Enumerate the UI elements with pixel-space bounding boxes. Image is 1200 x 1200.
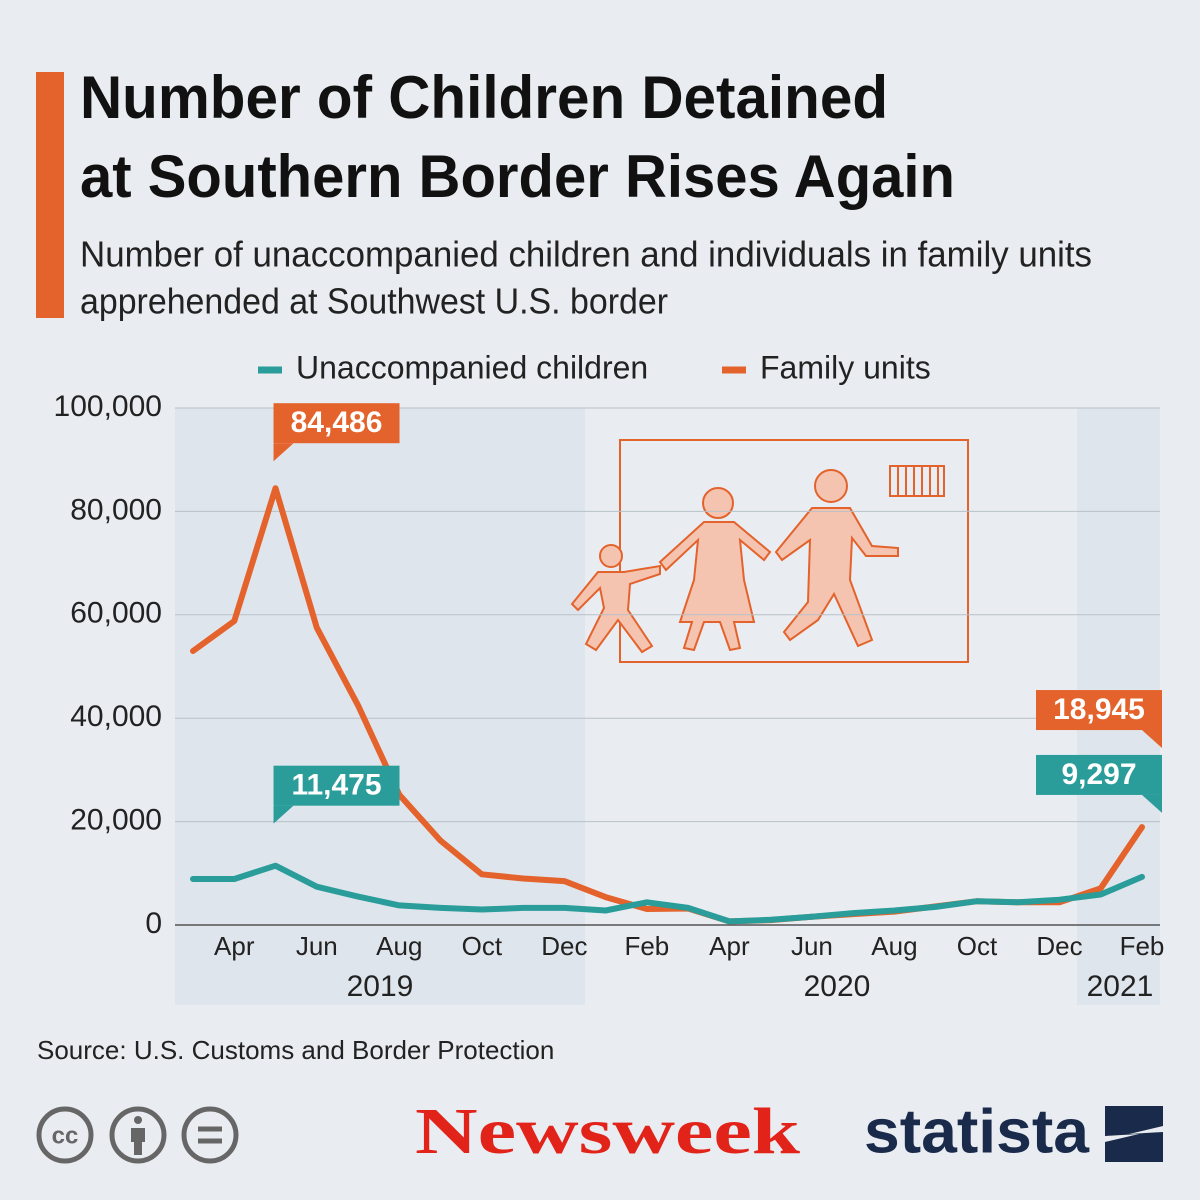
- illustration-fence: [897, 466, 939, 496]
- license-text: cc: [52, 1122, 79, 1149]
- year-label: 2021: [1087, 970, 1154, 1003]
- value-label-box: [1036, 754, 1162, 795]
- value-label-pointer: [1142, 730, 1162, 749]
- legend-label: Unaccompanied children: [296, 349, 648, 385]
- value-label: 9,297: [1061, 758, 1136, 791]
- year-label: 2020: [804, 970, 871, 1003]
- value-label: 18,945: [1053, 693, 1145, 726]
- value-label-pointer: [273, 805, 294, 824]
- license-icon: [131, 1128, 145, 1155]
- brand-mark: [1105, 1106, 1163, 1162]
- x-tick-label: Dec: [1036, 931, 1082, 961]
- y-tick-label: 80,000: [70, 493, 162, 526]
- x-tick-label: Feb: [1120, 931, 1165, 961]
- x-tick-label: Aug: [376, 931, 422, 961]
- value-label-pointer: [273, 443, 294, 462]
- x-tick-label: Apr: [709, 931, 750, 961]
- illustration-child: [599, 544, 623, 568]
- x-tick-label: Aug: [871, 931, 917, 961]
- value-label-box: [1036, 690, 1162, 731]
- x-tick-label: Jun: [296, 931, 338, 961]
- license-icon: [36, 1106, 94, 1164]
- legend-label: Family units: [760, 349, 931, 385]
- value-label-pointer: [1142, 794, 1162, 813]
- chart-title: at Southern Border Rises Again: [80, 143, 955, 210]
- value-label-box: [273, 765, 400, 806]
- year-label: 2019: [347, 970, 414, 1003]
- value-label: 84,486: [291, 406, 383, 439]
- license-icon: [109, 1106, 167, 1164]
- series-line: [190, 862, 1145, 925]
- y-tick-label: 20,000: [70, 804, 162, 837]
- x-tick-label: Apr: [214, 931, 255, 961]
- x-tick-label: Oct: [957, 931, 998, 961]
- x-tick-label: Jun: [791, 931, 833, 961]
- license-icon: [198, 1126, 222, 1144]
- license-icons: [36, 1106, 239, 1164]
- source: Source: U.S. Customs and Border Protecti…: [37, 1035, 554, 1065]
- x-tick-label: Feb: [624, 931, 669, 961]
- illustration-mother: [658, 521, 772, 652]
- y-tick-label: 40,000: [70, 700, 162, 733]
- title-accent: [36, 72, 64, 318]
- y-tick-label: 60,000: [70, 597, 162, 630]
- period-band: [175, 408, 585, 1005]
- chart-subtitle: Number of unaccompanied children and ind…: [80, 234, 1092, 275]
- x-tick-label: Oct: [462, 931, 503, 961]
- illustration-father: [774, 507, 899, 648]
- publisher-logo: Newsweek: [415, 1095, 800, 1168]
- illustration-father: [814, 469, 848, 503]
- chart-subtitle: apprehended at Southwest U.S. border: [80, 281, 668, 322]
- x-tick-label: Dec: [541, 931, 587, 961]
- brand-logo: statista: [864, 1097, 1090, 1166]
- license-icon: [181, 1106, 239, 1164]
- value-label: 11,475: [291, 769, 381, 802]
- y-tick-label: 100,000: [54, 390, 162, 423]
- value-label-box: [273, 403, 400, 444]
- illustration-child: [570, 564, 661, 654]
- illustration-fence: [889, 465, 945, 497]
- illustration-mother: [702, 487, 734, 519]
- chart-title: Number of Children Detained: [80, 64, 888, 131]
- illustration: [570, 439, 969, 663]
- y-tick-label: 0: [145, 907, 162, 940]
- license-icon: [134, 1116, 142, 1124]
